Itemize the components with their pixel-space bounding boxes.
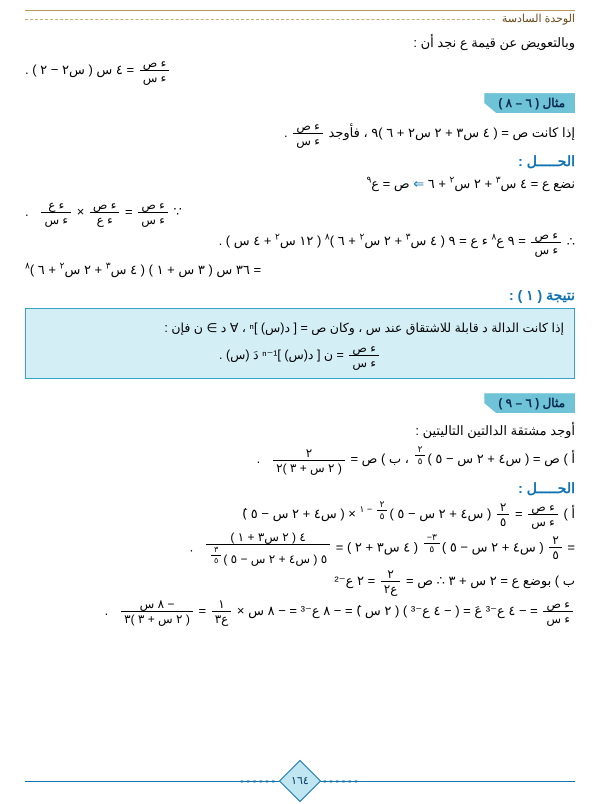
page-number: ١٦٤ bbox=[279, 760, 321, 802]
result1-l2: ء صء س = ن [ د(س) ]ⁿ⁻¹ دَ (س) . bbox=[36, 342, 564, 369]
frac-dydx: ء ص ء س bbox=[140, 57, 170, 84]
result1-box: إذا كانت الدالة د قابلة للاشتقاق عند س ،… bbox=[25, 308, 575, 379]
intro-l1: وبالتعويض عن قيمة ع نجد أن : bbox=[25, 32, 575, 54]
ornament-right: ◦◦◦◦◦◦ bbox=[240, 774, 278, 788]
example-69-tag: مثال ( ٦ – ٩ ) bbox=[25, 387, 575, 417]
ex69-a1: أ ) ء صء س = ٢٥ ( س٤ + ٢ س − ٥ )٢٥ − ١ ×… bbox=[25, 500, 575, 528]
frac-dydx-2: ء ص ء س bbox=[293, 120, 323, 147]
unit-header: الوحدة السادسة bbox=[25, 10, 575, 26]
ex68-s1: نضع ع = ٤ س٣ + ٢ س٢ + ٦ ⇐ ص = ع٩ bbox=[25, 173, 575, 195]
ex68-s2: ∵ ء صء س = ء صء ع × ء عء س . bbox=[25, 199, 575, 226]
ex69-prompt: أوجد مشتقة الدالتين التاليتين : bbox=[25, 420, 575, 442]
page-footer: ◦◦◦◦◦◦ ١٦٤ ◦◦◦◦◦◦ bbox=[0, 766, 600, 796]
ex68-s3: ∴ ء صء س = ٩ ع٨ ء ع = ٩ ( ٤ س٣ + ٢ س٢ + … bbox=[25, 229, 575, 256]
ex69-b2: ء صء س = − ٤ ع⁻³ عَ = ( − ٤ ع⁻³ ) ( ٢ س … bbox=[25, 598, 575, 625]
result1-l1: إذا كانت الدالة د قابلة للاشتقاق عند س ،… bbox=[36, 318, 564, 339]
ex68-q: إذا كانت ص = ( ٤ س٣ + ٢ س٢ + ٦ )٩ ، فأوج… bbox=[25, 120, 575, 147]
solution-title-1: الحـــــل : bbox=[25, 153, 575, 170]
intro-l2: ء ص ء س = ٤ س ( س٢ − ٢ ) . bbox=[25, 57, 575, 84]
ornament-left: ◦◦◦◦◦◦ bbox=[323, 774, 361, 788]
ex69-b1: ب ) بوضع ع = ٢ س + ٣ ∴ ص = ٢ع٢ = ٢ ع⁻² bbox=[25, 568, 575, 595]
result1-title: نتيجة ( ١ ) : bbox=[25, 287, 575, 304]
ex69-a2: = ٢٥ ( س٤ + ٢ س − ٥ )٣−٥ ( ٤ س٣ + ٢ ) = … bbox=[25, 531, 575, 565]
solution-title-2: الحـــــل : bbox=[25, 480, 575, 497]
ex68-s4: = ٣٦ س ( ٣ س + ١ ) ( ٤ س٣ + ٢ س٢ + ٦ )٨ bbox=[25, 259, 575, 281]
example-68-tag: مثال ( ٦ – ٨ ) bbox=[25, 87, 575, 117]
ex69-q: أ ) ص = ( س٤ + ٢ س − ٥ )٢٥ ، ب ) ص = ٢( … bbox=[25, 445, 575, 473]
